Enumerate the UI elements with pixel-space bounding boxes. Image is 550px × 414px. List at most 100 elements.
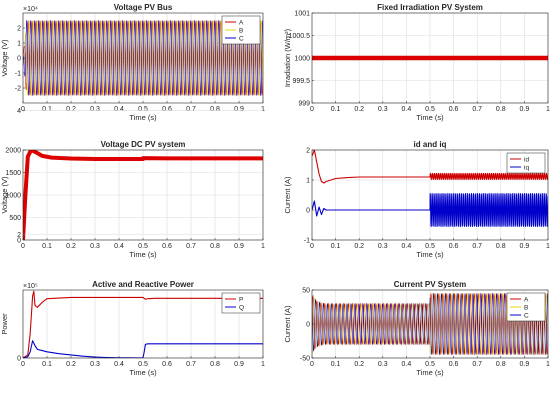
x-tick-label: 0.4 (402, 106, 412, 113)
legend-label: Q (239, 304, 244, 311)
y-tick-label: 1000 (5, 192, 21, 199)
x-tick-label: 0.6 (449, 243, 459, 250)
x-tick-label: 0.5 (138, 243, 148, 250)
x-tick-label: 0.5 (138, 106, 148, 113)
x-tick-label: 0 (310, 243, 314, 250)
x-tick-label: 0.9 (520, 106, 530, 113)
series-line (23, 150, 263, 240)
x-tick-label: 0.8 (210, 243, 220, 250)
x-tick-label: 0.4 (402, 361, 412, 368)
y-tick-label: -50 (300, 355, 310, 362)
y-tick-label: 999.5 (292, 78, 310, 85)
chart-title: Current PV System (394, 280, 466, 289)
y-axis-label: Power (0, 313, 9, 335)
y-tick-label: 1000 (294, 55, 310, 62)
series-line-P (23, 290, 263, 358)
x-tick-label: 0.9 (520, 243, 530, 250)
x-tick-label: 0.9 (234, 361, 244, 368)
x-tick-label: 0.6 (162, 243, 172, 250)
x-tick-label: 0 (21, 243, 25, 250)
x-tick-label: 0.3 (90, 243, 100, 250)
legend-label: iq (524, 164, 529, 171)
x-tick-label: 0.8 (496, 106, 506, 113)
y-exponent-label: ×10⁴ (23, 6, 38, 13)
x-tick-label: 0.2 (354, 361, 364, 368)
x-tick-label: 0.1 (42, 106, 52, 113)
legend-label: id (524, 156, 529, 163)
chart-title: Fixed Irradiation PV System (377, 3, 483, 12)
x-tick-label: 1 (546, 361, 550, 368)
x-tick-label: 1 (261, 106, 265, 113)
y-tick-label: 2 (17, 25, 21, 32)
x-tick-label: 0.6 (449, 106, 459, 113)
x-tick-label: 0.8 (496, 361, 506, 368)
chart-title: Voltage DC PV system (101, 140, 186, 149)
x-tick-label: 0.7 (186, 243, 196, 250)
y-tick-label: 999 (298, 100, 310, 107)
x-tick-label: 0.8 (210, 106, 220, 113)
x-tick-label: 0.1 (42, 361, 52, 368)
x-axis-label: Time (s) (129, 113, 157, 122)
x-tick-label: 0.2 (354, 106, 364, 113)
x-tick-label: 0.6 (449, 361, 459, 368)
x-tick-label: 0.9 (520, 361, 530, 368)
x-tick-label: 0.3 (378, 106, 388, 113)
x-tick-label: 0.9 (234, 106, 244, 113)
series-line-B (312, 292, 548, 356)
y-tick-label: -1 (15, 70, 21, 77)
x-tick-label: 1 (546, 106, 550, 113)
chart-5: 0 0.1 0.2 0.3 0.4 0.5 0.6 0.7 0.8 0.9 1-50050Curre… (283, 280, 550, 377)
legend-label: C (239, 35, 244, 42)
x-tick-label: 0.7 (472, 361, 482, 368)
x-tick-label: 0.8 (496, 243, 506, 250)
legend-label: P (239, 296, 243, 303)
y-axis-label: Current (A) (283, 305, 292, 343)
x-tick-label: 1 (261, 243, 265, 250)
chart-title: Active and Reactive Power (92, 280, 194, 289)
x-tick-label: 0.2 (66, 361, 76, 368)
y-tick-label: 1 (306, 177, 310, 184)
x-axis-label: Time (s) (416, 250, 444, 259)
x-tick-label: 0.8 (210, 361, 220, 368)
x-tick-label: 0 (310, 106, 314, 113)
y-tick-label: 0 (17, 237, 21, 244)
y-tick-label: -1 (304, 237, 310, 244)
chart-4: 00.10.20.30.40.50.60.70.80.910246810×10⁵… (0, 108, 265, 377)
y-tick-label: 4 (17, 108, 21, 115)
y-tick-label: 500 (9, 215, 21, 222)
x-tick-label: 0.1 (42, 243, 52, 250)
x-tick-label: 0.2 (66, 106, 76, 113)
chart-2: 0 0.1 0.2 0.3 0.4 0.5 0.6 0.7 0.8 0.9 1 0 500 1000 150… (0, 140, 265, 259)
x-tick-label: 0.5 (425, 106, 435, 113)
legend-label: A (524, 296, 529, 303)
x-tick-label: 0.5 (425, 361, 435, 368)
y-tick-label: 1000.5 (289, 33, 311, 40)
chart-0: 0 0.1 0.2 0.3 0.4 0.5 0.6 0.7 0.8 0.9 1 -2 -1 0 1 2 ×10⁴… (0, 3, 265, 122)
y-tick-label: 50 (302, 287, 310, 294)
legend-label: A (239, 19, 244, 26)
legend-label: B (524, 304, 528, 311)
x-tick-label: 0.1 (331, 106, 341, 113)
chart-1: 0 0.1 0.2 0.3 0.4 0.5 0.6 0.7 0.8 0.9 1 999 999.5 100… (283, 3, 550, 122)
x-tick-label: 1 (546, 243, 550, 250)
legend: ABC (506, 292, 546, 322)
x-tick-label: 0.2 (66, 243, 76, 250)
x-tick-label: 0.4 (114, 106, 124, 113)
series-line-id (312, 150, 548, 184)
legend-box (221, 292, 261, 314)
x-tick-label: 0.4 (114, 361, 124, 368)
x-tick-label: 0.5 (138, 361, 148, 368)
x-tick-label: 0.3 (378, 243, 388, 250)
y-tick-label: 2000 (5, 147, 21, 154)
x-tick-label: 0.3 (90, 106, 100, 113)
series-line-A (23, 20, 263, 96)
x-tick-label: 0.3 (378, 361, 388, 368)
legend-box (506, 152, 546, 174)
x-tick-label: 0 (310, 361, 314, 368)
y-exponent-label: ×10⁵ (23, 283, 38, 290)
x-axis-label: Time (s) (416, 368, 444, 377)
y-axis-label: Voltage (V) (0, 39, 9, 77)
y-tick-label: 0 (306, 207, 310, 214)
